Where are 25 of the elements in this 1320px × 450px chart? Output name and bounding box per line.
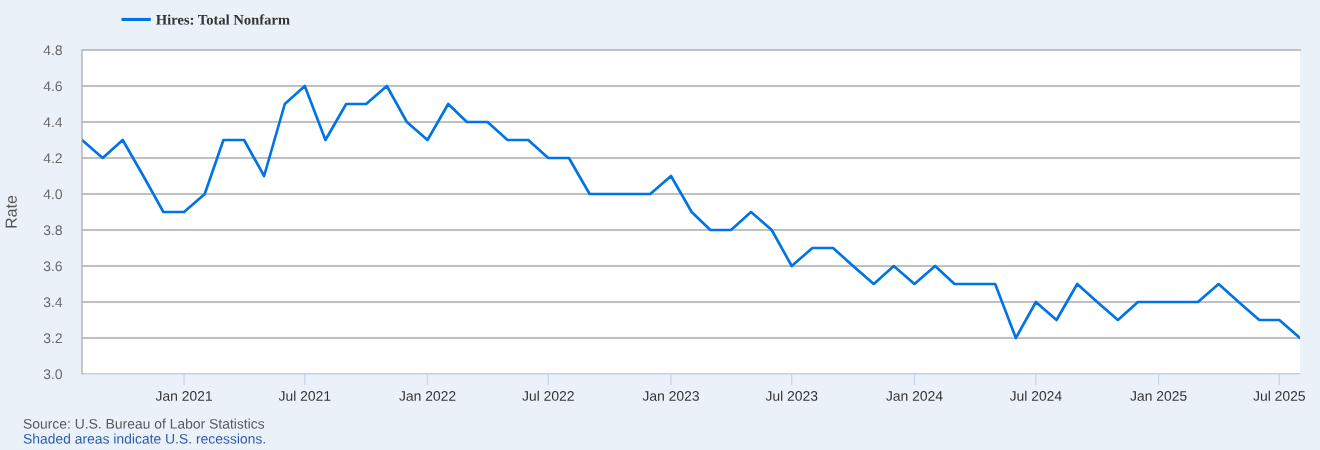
x-tick-label: Jul 2025	[1253, 390, 1305, 401]
y-tick-label: 3.8	[43, 225, 62, 236]
line-series	[82, 84, 1300, 340]
source-note: Source: U.S. Bureau of Labor Statistics	[23, 418, 265, 429]
x-tick-label: Jan 2025	[1130, 391, 1187, 401]
x-tick-label: Jan 2022	[399, 391, 456, 401]
x-tick-label: Jan 2021	[155, 391, 212, 401]
y-tick-label: 4.6	[43, 81, 62, 92]
y-tick-label: 4.4	[43, 117, 63, 128]
y-tick-label: 3.4	[43, 297, 63, 308]
x-tick-label: Jan 2024	[886, 391, 943, 401]
x-tick-label: Jul 2021	[278, 390, 331, 401]
x-tick-label: Jul 2024	[1009, 390, 1062, 401]
y-tick-label: 4.2	[43, 153, 62, 164]
y-tick-label: 3.6	[43, 261, 62, 272]
x-tick-label: Jul 2022	[522, 390, 574, 401]
y-tick-label: 3.2	[43, 333, 62, 344]
legend-label: Hires: Total Nonfarm	[156, 14, 290, 25]
text: Shaded areas indicate U.S. recessions.	[23, 433, 265, 444]
y-tick-label: 4.8	[43, 45, 62, 56]
y-tick-label: 4.0	[43, 189, 63, 200]
x-tick-label: Jan 2023	[642, 391, 699, 401]
y-tick-label: 3.0	[43, 369, 63, 380]
y-axis-title: Rate	[5, 195, 17, 228]
x-tick-label: Jul 2023	[765, 390, 818, 401]
